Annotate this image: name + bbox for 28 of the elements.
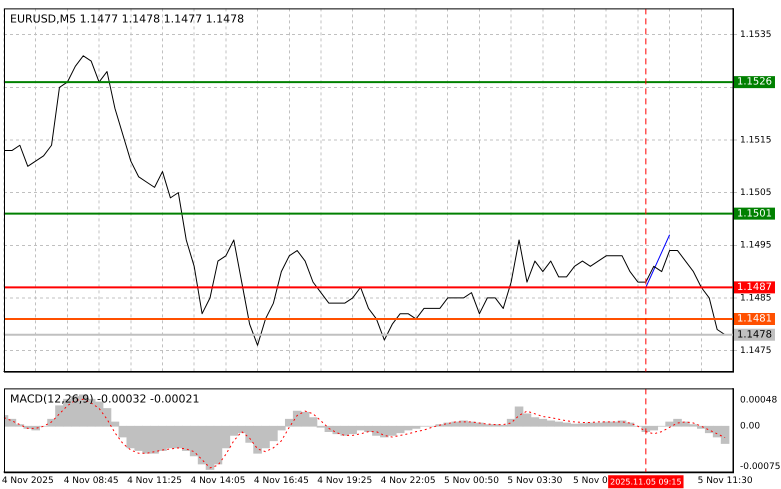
- ref-line-label: 1.1501: [737, 208, 772, 220]
- y-tick-label: 1.1475: [740, 346, 772, 356]
- y-tick-label: 1.1515: [740, 135, 772, 146]
- y-tick-label: 1.1535: [740, 30, 772, 40]
- chart-title: MACD(12,26,9) -0.00032 -0.00021: [10, 392, 200, 406]
- y-tick-label: 0.00048: [740, 396, 778, 406]
- y-tick-label: 1.1485: [740, 293, 772, 304]
- y-tick-label: -0.00075: [740, 462, 780, 472]
- y-tick-label: 1.1495: [740, 240, 772, 251]
- x-tick-label: 5 Nov 11:30: [698, 476, 753, 486]
- x-tick-label: 2025.11.05 09:15: [610, 477, 682, 486]
- ref-line-label: 1.1481: [737, 314, 772, 325]
- x-tick-label: 4 Nov 19:25: [317, 476, 372, 486]
- x-tick-label: 5 Nov 03:30: [507, 476, 563, 486]
- y-tick-label: 0.00: [740, 422, 760, 432]
- chart-title: EURUSD,M5 1.1477 1.1478 1.1477 1.1478: [10, 12, 244, 26]
- y-tick-label: 1.1505: [740, 188, 772, 198]
- x-tick-label: 4 Nov 16:45: [254, 476, 309, 486]
- x-tick-label: 5 Nov 0: [572, 476, 608, 486]
- x-tick-label: 4 Nov 11:25: [127, 476, 182, 486]
- x-tick-label: 4 Nov 14:05: [190, 476, 246, 486]
- x-tick-label: 4 Nov 22:05: [380, 476, 436, 486]
- ref-line-label: 1.1526: [737, 76, 772, 88]
- x-tick-label: 4 Nov 08:45: [64, 476, 119, 486]
- x-tick-label: 5 Nov 00:50: [444, 476, 500, 486]
- ref-line-label: 1.1487: [737, 282, 772, 293]
- x-tick-label: 4 Nov 2025: [2, 476, 54, 486]
- ref-line-label: 1.1478: [737, 329, 772, 340]
